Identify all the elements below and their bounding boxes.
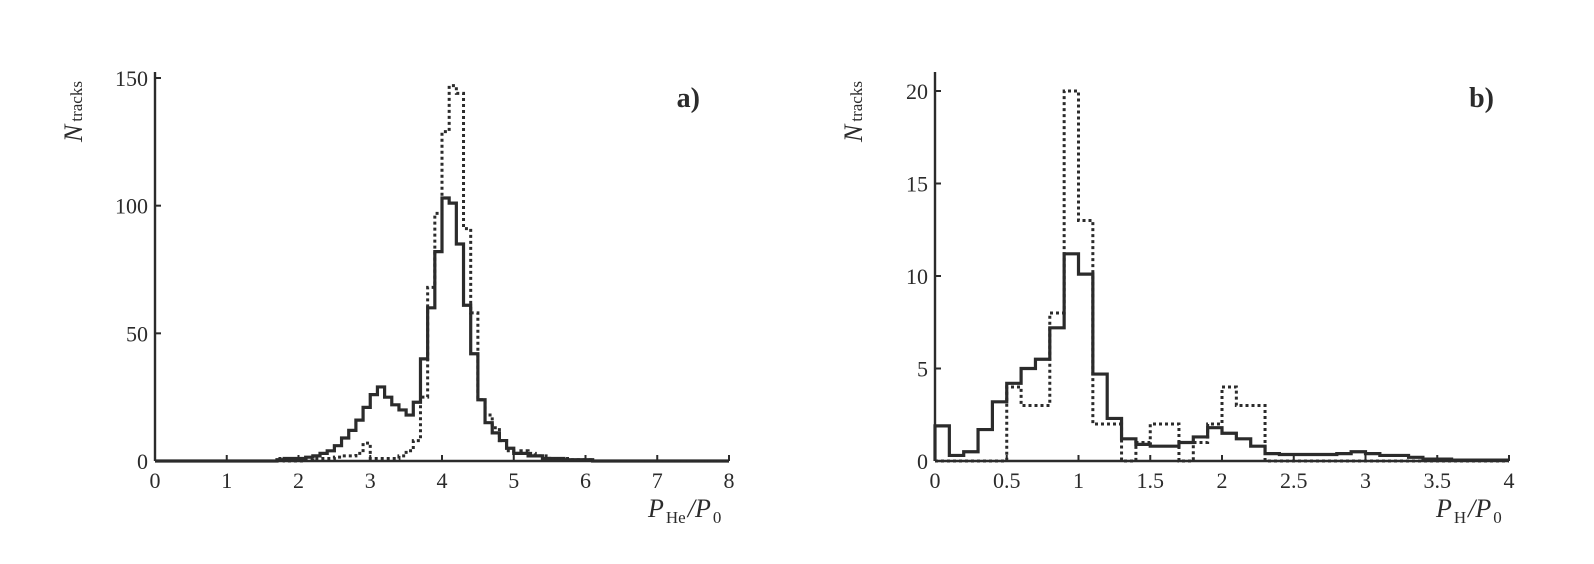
panel-a-hist-dotted [155,84,729,463]
panel-b-y-tick-label: 20 [906,79,928,104]
panel-b-x-tick-label: 4 [1504,468,1515,493]
panel-a-xlabel-num: P [647,494,664,523]
panel-b-label: b) [1469,83,1494,114]
panel-a-xlabel-den: P [694,494,711,523]
panel-a-ylabel-main: N [59,123,88,143]
panel-a-y-tick-label: 0 [137,449,148,474]
panel-b-x-tick-label: 1 [1073,468,1084,493]
panel-b-xlabel-num: P [1435,494,1452,523]
panel-b-y-tick-label: 10 [906,264,928,289]
panel-a-x-tick-label: 7 [652,468,663,493]
panel-b-x-tick-label: 0.5 [993,468,1021,493]
panel-b-y-tick-label: 5 [917,357,928,382]
panel-b-xlabel-den-sub: 0 [1493,508,1502,527]
panel-a-xlabel-slash: / [686,494,698,523]
panel-b-ylabel-sub: tracks [847,81,866,122]
panel-a-x-tick-label: 2 [293,468,304,493]
panel-b-y-tick-label: 15 [906,172,928,197]
panel-a-y-tick-label: 150 [115,66,148,91]
panel-b-x-tick-label: 1.5 [1137,468,1165,493]
panel-a-y-tick-label: 100 [115,194,148,219]
panel-b-xlabel: P H/P 0 [1435,494,1502,527]
panel-a-x-tick-label: 0 [150,468,161,493]
panel-b: b) Ntracks P H/P 0 0 0.5 1 1.5 2 2.5 3 3.5 4051015… [839,72,1515,527]
panel-a-xlabel: P He/P 0 [647,494,721,527]
panel-a-label: a) [677,83,700,114]
panel-a-hist-solid [155,196,729,463]
panel-a-xlabel-den-sub: 0 [713,508,722,527]
panel-b-y-tick-label: 0 [917,449,928,474]
panel-a-x-tick-label: 8 [724,468,735,493]
panel-a-ylabel: Ntracks [59,81,88,143]
panel-a-xlabel-num-sub: He [666,508,686,527]
panel-b-hist-solid [933,252,1509,462]
panel-b-ylabel: Ntracks [839,81,868,143]
panel-b-xlabel-den: P [1474,494,1491,523]
panel-a-x-tick-label: 1 [221,468,232,493]
panel-b-x-tick-label: 2 [1217,468,1228,493]
panel-a-x-tick-label: 6 [580,468,591,493]
panel-b-x-tick-label: 0 [930,468,941,493]
panel-b-x-tick-label: 2.5 [1280,468,1308,493]
panel-a-x-tick-label: 3 [365,468,376,493]
panel-b-x-tick-label: 3 [1360,468,1371,493]
panel-a-x-tick-label: 5 [508,468,519,493]
panel-a-x-tick-label: 4 [437,468,448,493]
panel-b-x-tick-label: 3.5 [1424,468,1452,493]
panel-b-xlabel-slash: / [1466,494,1478,523]
panel-a-y-tick-label: 50 [126,321,148,346]
panel-b-hist-dotted [935,89,1509,463]
panel-b-ylabel-main: N [839,123,868,143]
panel-a-ylabel-sub: tracks [67,81,86,122]
panel-b-xlabel-num-sub: H [1454,508,1466,527]
